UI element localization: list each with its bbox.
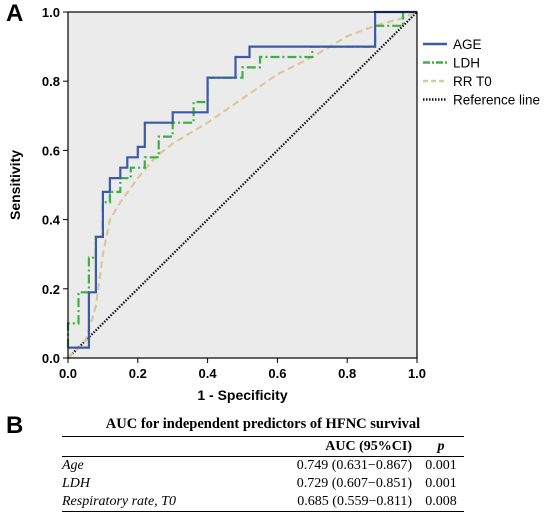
table-row: LDH 0.729 (0.607−0.851) 0.001: [62, 475, 464, 493]
x-tick-label: 1.0: [408, 366, 426, 381]
roc-chart: 0.0 0.2 0.4 0.6 0.8 1.0 0.0 0.2 0.4 0.6 0.8 1.0 1 - …: [7, 5, 540, 403]
series-line-age: [68, 10, 417, 349]
table-row: Age 0.749 (0.631−0.867) 0.001: [62, 457, 464, 476]
row-auc: 0.729 (0.607−0.851): [296, 476, 412, 491]
auc-table-grid: AUC (95%CI) p Age 0.749 (0.631−0.867) 0.…: [62, 437, 464, 512]
table-header-row: AUC (95%CI) p: [62, 437, 464, 457]
plot-frame: [67, 11, 418, 359]
y-tick-label: 1.0: [42, 5, 60, 20]
header-auc: AUC (95%CI): [262, 437, 418, 457]
series-line-reference-line: [67, 11, 418, 359]
row-variable: Age: [62, 458, 84, 473]
y-tick-label: 0.4: [42, 213, 61, 228]
y-tick-label: 0.2: [42, 282, 60, 297]
row-p: 0.001: [425, 458, 457, 473]
y-tick-label: 0.0: [42, 351, 60, 366]
auc-table: AUC for independent predictors of HFNC s…: [62, 416, 464, 512]
row-auc: 0.749 (0.631−0.867): [296, 458, 412, 473]
header-variable: [62, 437, 262, 457]
table-row: Respiratory rate, T0 0.685 (0.559−0.811)…: [62, 493, 464, 512]
panel-b-label: B: [6, 412, 24, 439]
row-p: 0.008: [418, 493, 464, 512]
x-axis-label: 1 - Specificity: [197, 387, 287, 403]
row-variable: LDH: [62, 476, 91, 491]
x-tick-label: 0.6: [268, 366, 286, 381]
header-p: p: [418, 437, 464, 457]
y-tick-label: 0.6: [42, 143, 60, 158]
series-line-ldh: [66, 10, 417, 348]
row-auc: 0.685 (0.559−0.811): [262, 493, 418, 512]
legend-label: AGE: [453, 37, 482, 52]
y-axis-label: Sensitivity: [7, 150, 23, 220]
legend-label: Reference line: [453, 93, 540, 108]
x-tick-label: 0.0: [59, 366, 77, 381]
row-p: 0.001: [425, 476, 457, 491]
table-title: AUC for independent predictors of HFNC s…: [62, 416, 464, 437]
legend-label: LDH: [453, 56, 480, 71]
legend-label: RR T0: [453, 74, 492, 89]
x-tick-label: 0.8: [338, 366, 356, 381]
y-tick-label: 0.8: [42, 74, 60, 89]
x-tick-label: 0.4: [199, 366, 218, 381]
row-variable: Respiratory rate, T0: [62, 493, 262, 512]
x-tick-label: 0.2: [129, 366, 147, 381]
series-line-rr-t0: [67, 10, 418, 359]
panel-a-label: A: [6, 0, 24, 27]
